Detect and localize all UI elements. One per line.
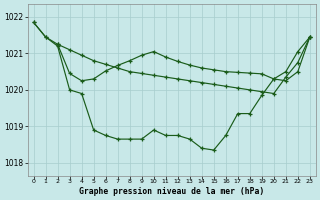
X-axis label: Graphe pression niveau de la mer (hPa): Graphe pression niveau de la mer (hPa): [79, 187, 264, 196]
